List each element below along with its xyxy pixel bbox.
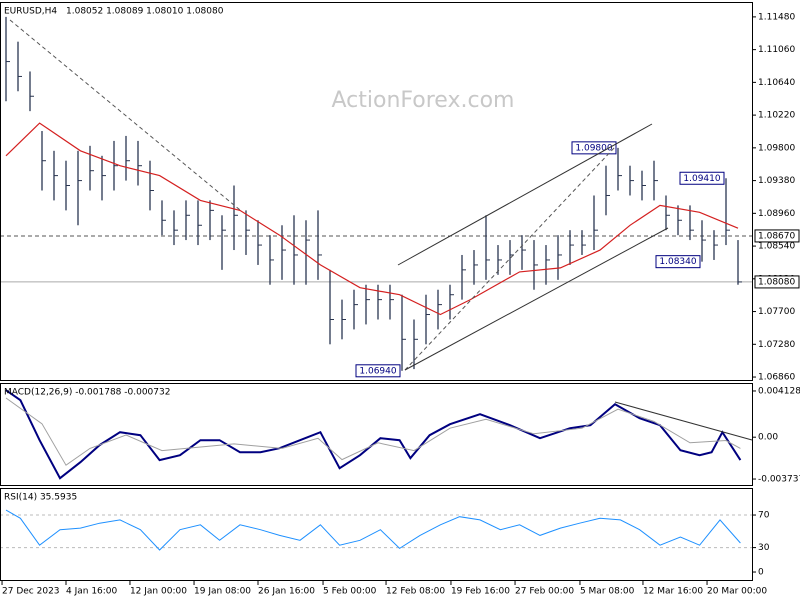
y-tick-label: 30 <box>758 543 770 553</box>
panel-frame <box>0 488 753 581</box>
level-tag <box>754 275 800 289</box>
series-line <box>5 509 741 551</box>
plot-layer: 1.11480 1.11060 1.10640 1.10220 1.09800 1.093… <box>0 12 800 578</box>
level-label: 1.08080 <box>758 277 795 287</box>
x-tick-label: 4 Jan 16:00 <box>66 587 118 597</box>
y-tick-label: 0.004128 <box>758 386 800 396</box>
annotation-box <box>679 171 725 185</box>
y-tick-label: 1.10220 <box>758 111 795 121</box>
x-tick-label: 5 Mar 08:00 <box>580 587 635 597</box>
annotation-label: 1.09800 <box>575 143 612 153</box>
level-tag <box>754 229 800 243</box>
trend-line <box>614 401 753 441</box>
y-tick-label: 1.09380 <box>758 176 795 186</box>
annotation-label: 1.06940 <box>359 366 396 376</box>
annotation-label: 1.09410 <box>683 174 720 184</box>
channel-line <box>404 227 669 371</box>
annotation-box <box>355 364 401 378</box>
y-tick-label: -0.003737 <box>758 475 800 485</box>
x-tick-label: 27 Dec 2023 <box>2 587 60 597</box>
trend-line <box>404 146 616 371</box>
panel-frame <box>0 2 753 381</box>
series-line <box>5 122 739 316</box>
channel-line <box>397 123 653 266</box>
x-tick-label: 19 Feb 16:00 <box>451 587 510 597</box>
trend-line <box>9 19 241 211</box>
annotation-label: 1.08340 <box>659 257 696 267</box>
y-tick-label: 1.08960 <box>758 209 795 219</box>
y-tick-label: 1.09800 <box>758 143 795 153</box>
series-line <box>5 389 742 480</box>
x-tick-label: 19 Jan 08:00 <box>194 587 251 597</box>
x-tick-label: 5 Feb 00:00 <box>323 587 377 597</box>
x-tick-label: 12 Mar 16:00 <box>643 587 703 597</box>
y-tick-label: 1.11480 <box>758 12 795 22</box>
x-tick-label: 20 Mar 00:00 <box>707 587 767 597</box>
y-tick-label: 0 <box>758 568 764 578</box>
panel-title: MACD(12,26,9) -0.001788 -0.000732 <box>4 388 170 398</box>
x-tick-label: 26 Jan 16:00 <box>258 587 315 597</box>
watermark: ActionForex.com <box>332 88 515 113</box>
x-tick-label: 27 Feb 00:00 <box>515 587 574 597</box>
panel-frame <box>0 383 753 486</box>
panel-title: RSI(14) 35.5935 <box>4 493 77 503</box>
y-tick-label: 1.11060 <box>758 45 795 55</box>
y-tick-label: 1.07280 <box>758 340 795 350</box>
panel-subtitle: 1.08052 1.08089 1.08010 1.08080 <box>66 7 224 17</box>
y-tick-label: 1.08540 <box>758 242 795 252</box>
y-tick-label: 1.06860 <box>758 373 795 383</box>
y-tick-label: 1.07700 <box>758 307 795 317</box>
x-tick-label: 12 Jan 00:00 <box>130 587 187 597</box>
annotation-box <box>655 255 701 269</box>
y-tick-label: 1.10640 <box>758 78 795 88</box>
y-tick-label: 70 <box>758 511 770 521</box>
annotation-box <box>571 141 617 155</box>
panel-title: EURUSD,H4 <box>4 7 57 17</box>
series-line <box>5 397 741 466</box>
x-tick-label: 12 Feb 08:00 <box>386 587 445 597</box>
level-label: 1.08670 <box>758 231 795 241</box>
y-tick-label: 0.00 <box>758 433 778 443</box>
